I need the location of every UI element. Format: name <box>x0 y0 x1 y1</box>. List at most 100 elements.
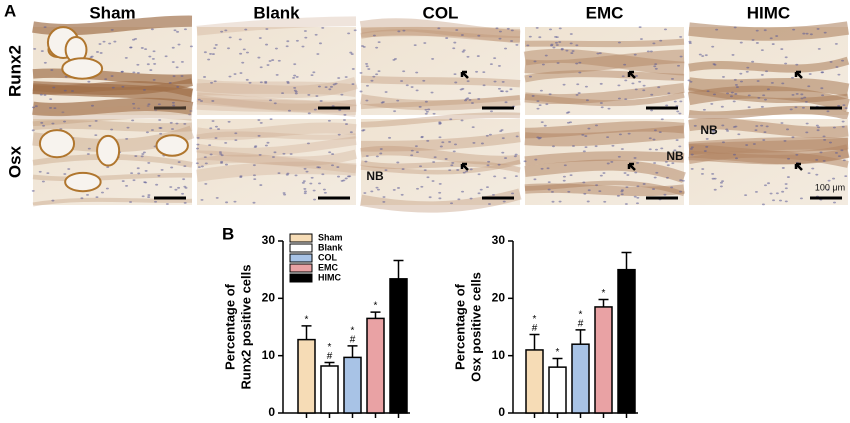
nucleus <box>800 93 804 96</box>
tissue <box>525 27 684 115</box>
nucleus <box>678 145 682 148</box>
nucleus <box>365 63 369 65</box>
nucleus <box>157 103 161 106</box>
nucleus <box>453 41 457 44</box>
legend-swatch <box>289 273 313 283</box>
nucleus <box>479 188 483 191</box>
nucleus <box>111 86 115 89</box>
nucleus <box>610 161 614 163</box>
nucleus <box>423 42 427 44</box>
nucleus <box>345 123 349 125</box>
nucleus <box>745 144 749 146</box>
nucleus <box>693 124 697 127</box>
nucleus <box>730 91 734 94</box>
nucleus <box>515 43 519 46</box>
nucleus <box>144 169 148 172</box>
nucleus <box>734 157 738 160</box>
nucleus <box>144 48 148 50</box>
nucleus <box>39 93 43 96</box>
tissue-band <box>32 172 193 182</box>
nucleus <box>841 120 845 123</box>
nucleus <box>534 158 538 161</box>
nucleus <box>351 68 355 70</box>
nucleus <box>303 188 307 190</box>
nucleus <box>370 79 374 82</box>
nucleus <box>181 192 185 195</box>
nucleus <box>678 112 682 115</box>
nucleus <box>449 118 453 121</box>
nucleus <box>805 131 809 134</box>
bar <box>617 268 636 414</box>
nucleus <box>584 146 588 149</box>
nucleus <box>293 63 297 66</box>
nucleus <box>273 102 277 105</box>
nucleus <box>734 125 738 128</box>
nucleus <box>100 191 104 194</box>
nucleus <box>681 179 685 182</box>
nucleus <box>365 155 369 157</box>
nucleus <box>42 124 46 127</box>
nucleus <box>785 128 789 131</box>
nucleus <box>679 100 683 103</box>
nucleus <box>143 181 147 183</box>
nucleus <box>635 202 639 205</box>
nucleus <box>307 112 311 115</box>
nucleus <box>227 120 231 123</box>
nucleus <box>245 78 249 81</box>
nucleus <box>124 56 128 59</box>
nucleus <box>468 99 472 101</box>
nucleus <box>760 124 764 127</box>
nucleus <box>43 94 47 96</box>
nucleus <box>257 119 261 121</box>
nucleus <box>581 134 585 136</box>
nucleus <box>756 80 760 82</box>
arrow <box>460 162 469 171</box>
nucleus <box>132 102 136 105</box>
nucleus <box>140 47 144 49</box>
nucleus <box>633 195 637 198</box>
nucleus <box>121 180 125 182</box>
nucleus <box>31 129 35 132</box>
bar <box>343 356 362 414</box>
nucleus <box>34 105 38 108</box>
nucleus <box>140 155 144 158</box>
nucleus <box>172 104 176 107</box>
nucleus <box>314 33 318 36</box>
nucleus <box>31 106 35 109</box>
y-axis-label: Osx positive cells <box>468 272 483 382</box>
nucleus <box>510 40 514 42</box>
nucleus <box>623 63 627 66</box>
nucleus <box>145 131 149 134</box>
nucleus <box>282 152 286 155</box>
nucleus <box>536 100 540 103</box>
nucleus <box>763 29 767 32</box>
nucleus <box>450 202 454 205</box>
nucleus <box>506 27 510 30</box>
nucleus <box>763 131 767 134</box>
nucleus <box>761 203 765 206</box>
tissue <box>361 27 520 115</box>
nucleus <box>258 153 262 156</box>
nucleus <box>425 110 429 113</box>
nucleus <box>349 51 353 54</box>
nucleus <box>528 35 532 38</box>
nucleus <box>617 97 621 100</box>
nucleus <box>258 37 262 39</box>
nucleus <box>664 160 668 163</box>
y-tick-label: 0 <box>498 405 505 419</box>
nucleus <box>213 47 217 49</box>
nucleus <box>108 42 112 45</box>
nucleus <box>795 92 799 95</box>
nucleus <box>493 80 497 83</box>
nucleus <box>441 141 445 144</box>
nucleus <box>155 183 159 186</box>
scale-label: 100 μm <box>815 182 845 192</box>
nucleus <box>488 133 492 136</box>
nucleus <box>318 42 322 45</box>
nucleus <box>710 103 714 105</box>
nucleus <box>98 43 102 45</box>
nucleus <box>762 139 766 141</box>
nucleus <box>562 175 566 178</box>
column-header: Sham <box>89 3 135 22</box>
